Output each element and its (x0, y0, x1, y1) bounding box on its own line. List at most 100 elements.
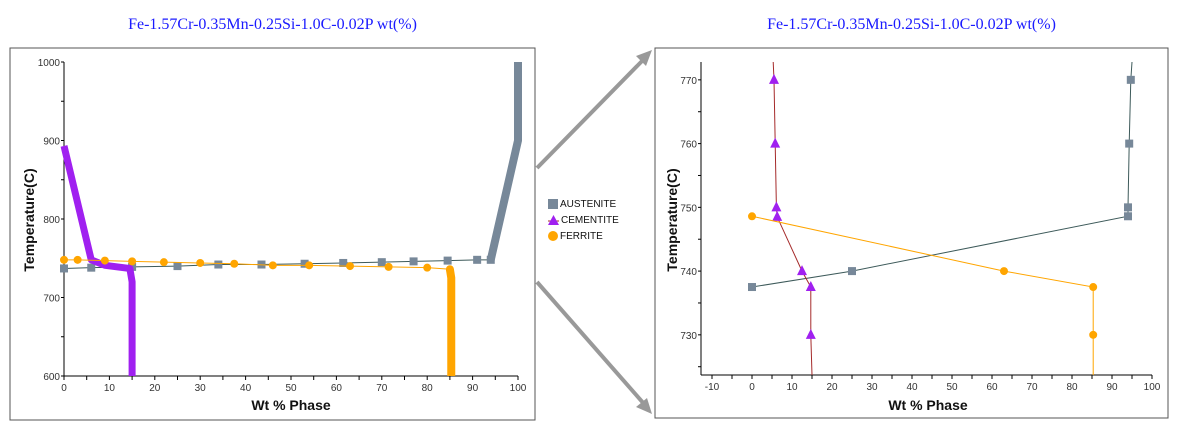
left-ferrite-point (159, 258, 168, 267)
right-cementite-point (769, 73, 779, 84)
left-ferrite-point (230, 259, 239, 268)
right-ferrite-point (1089, 283, 1098, 292)
right-ferrite-point (1000, 267, 1008, 276)
left-ferrite-line (64, 259, 452, 376)
right-y-axis-label: Temperature(C) (664, 168, 680, 271)
right-x-tick-label: 100 (1144, 382, 1161, 393)
left-austenite-line (63, 62, 519, 269)
right-x-tick-label: 20 (826, 382, 838, 393)
left-x-tick-label: 100 (510, 383, 527, 394)
left-austenite-point (339, 258, 348, 267)
left-ferrite-point (60, 255, 68, 264)
right-x-tick-label: 10 (786, 382, 798, 393)
right-y-tick-label: 760 (680, 140, 697, 151)
legend-item-austenite: AUSTENITE (548, 196, 619, 212)
legend-item-cementite: CEMENTITE (548, 212, 619, 228)
left-austenite-point (214, 260, 223, 269)
left-x-tick-label: 40 (240, 383, 252, 394)
left-austenite-point (443, 256, 452, 265)
zoom-arrow-bottom (535, 280, 647, 407)
left-ferrite-thick-line (445, 268, 456, 376)
left-x-tick-label: 30 (195, 383, 207, 394)
left-y-tick-label: 900 (43, 137, 60, 148)
right-austenite-point (1124, 212, 1132, 221)
left-panel-border (9, 47, 536, 421)
right-x-tick-label: 90 (1106, 382, 1118, 393)
legend: AUSTENITE CEMENTITE FERRITE (548, 196, 619, 244)
left-austenite-point (473, 255, 482, 264)
left-ferrite-point (196, 258, 205, 267)
right-x-tick-label: 60 (986, 382, 998, 393)
left-ferrite-point (128, 257, 137, 266)
left-ferrite-point (423, 263, 432, 272)
left-x-tick-label: 50 (285, 383, 297, 394)
left-austenite-point (486, 255, 495, 264)
circle-icon (548, 231, 558, 241)
left-austenite-point (300, 259, 309, 268)
right-cementite-point (771, 201, 782, 212)
right-x-tick-label: 70 (1026, 382, 1038, 393)
right-austenite-point (848, 267, 856, 276)
legend-label: AUSTENITE (560, 198, 617, 210)
left-ferrite-point (305, 261, 314, 270)
right-x-tick-label: 50 (946, 382, 958, 393)
left-x-tick-label: 90 (467, 383, 479, 394)
right-chart-title: Fe-1.57Cr-0.35Mn-0.25Si-1.0C-0.02P wt(%) (767, 16, 1056, 33)
left-austenite-point (377, 258, 386, 267)
left-ferrite-point (268, 261, 277, 270)
left-ferrite-point (346, 262, 355, 271)
left-x-tick-label: 10 (104, 383, 116, 394)
left-x-tick-label: 60 (331, 383, 343, 394)
left-x-tick-label: 0 (61, 383, 67, 394)
left-ferrite-point (445, 265, 454, 274)
left-y-axis-label: Temperature(C) (21, 168, 37, 271)
right-ferrite-point (1089, 330, 1098, 339)
right-x-axis-label: Wt % Phase (888, 397, 968, 413)
square-icon (548, 199, 558, 209)
right-cementite-point (797, 265, 807, 276)
zoom-arrowhead-top (636, 50, 652, 66)
right-x-tick-label: 80 (1066, 382, 1078, 393)
right-cementite-point (805, 281, 816, 292)
left-y-tick-label: 800 (43, 215, 60, 226)
right-y-tick-label: 770 (680, 76, 697, 87)
right-x-tick-label: -10 (705, 382, 720, 393)
right-austenite-point (1126, 75, 1135, 84)
left-austenite-point (173, 262, 182, 271)
left-x-tick-label: 80 (422, 383, 434, 394)
right-cementite-point (805, 328, 816, 339)
left-austenite-point (87, 263, 96, 272)
legend-item-ferrite: FERRITE (548, 228, 619, 244)
left-y-tick-label: 700 (43, 294, 60, 305)
right-austenite-point (1125, 139, 1134, 148)
left-y-tick-label: 1000 (38, 58, 61, 69)
right-cementite-point (770, 137, 781, 148)
left-cementite-thick-line (90, 257, 131, 271)
right-x-tick-label: 40 (906, 382, 918, 393)
right-ferrite-line (751, 215, 1094, 375)
zoom-arrow-top (535, 56, 647, 170)
left-x-axis-label: Wt % Phase (251, 397, 331, 413)
right-x-tick-label: 30 (866, 382, 878, 393)
right-panel-border (654, 47, 1169, 419)
left-ferrite-point (73, 255, 82, 264)
left-austenite-point (60, 264, 68, 273)
legend-label: CEMENTITE (561, 214, 619, 226)
right-y-tick-label: 740 (680, 267, 697, 278)
right-cementite-point (772, 210, 783, 221)
left-austenite-thick-line (486, 62, 522, 261)
right-y-tick-label: 750 (680, 203, 697, 214)
left-x-tick-label: 20 (149, 383, 161, 394)
left-ferrite-point (384, 262, 393, 271)
triangle-icon (548, 215, 559, 225)
legend-label: FERRITE (560, 230, 603, 242)
right-austenite-point (748, 283, 756, 292)
left-y-tick-label: 600 (43, 372, 60, 383)
right-y-tick-label: 730 (680, 331, 697, 342)
right-ferrite-point (748, 212, 756, 221)
right-austenite-point (1124, 203, 1132, 212)
right-x-tick-label: 0 (749, 382, 755, 393)
right-austenite-line (751, 61, 1133, 288)
zoom-arrowhead-bottom (636, 398, 652, 414)
